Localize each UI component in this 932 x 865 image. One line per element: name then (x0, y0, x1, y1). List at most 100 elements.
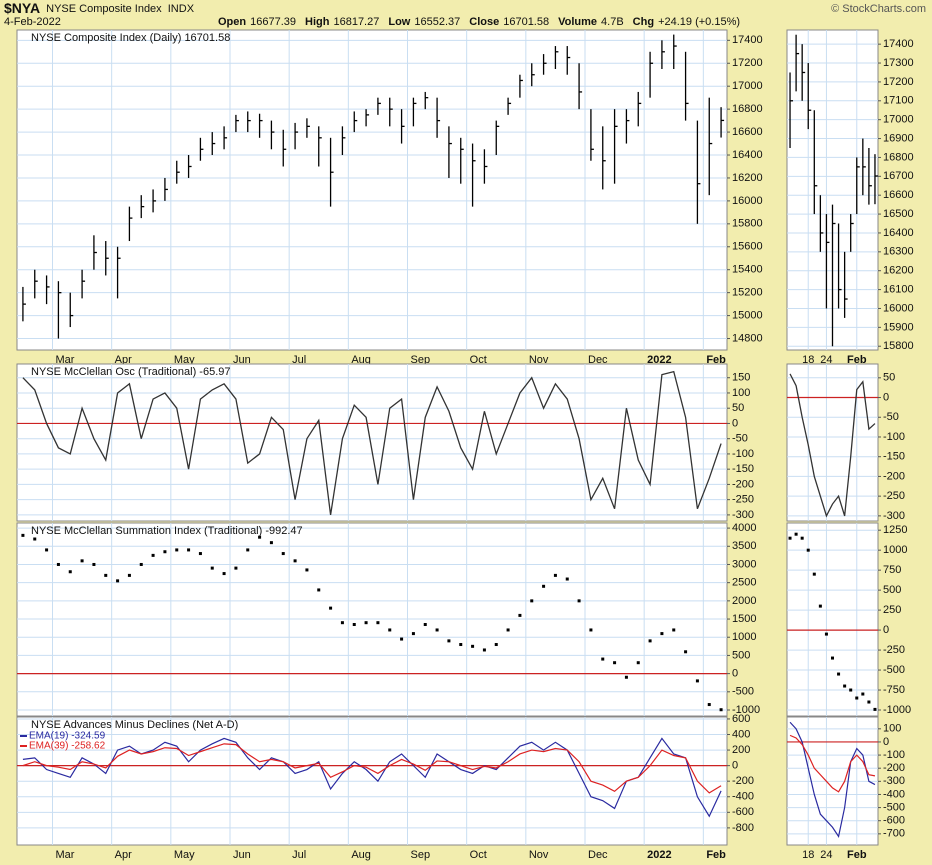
dot (672, 628, 676, 632)
dot (577, 599, 581, 603)
y-tick-label: -250 (883, 490, 905, 502)
dot (613, 661, 617, 665)
dot (127, 573, 131, 577)
dot (447, 639, 451, 643)
y-tick-label: 3000 (732, 558, 756, 570)
stat-label: Chg (633, 16, 654, 28)
y-tick-label: 14800 (732, 332, 763, 344)
y-tick-label: -200 (883, 470, 905, 482)
dot (565, 577, 569, 581)
stat-value: 16677.39 (250, 16, 296, 28)
y-tick-label: -200 (732, 478, 754, 490)
index-name: NYSE Composite Index (46, 3, 162, 15)
dot (788, 536, 792, 540)
y-tick-label: 16200 (883, 265, 914, 277)
dot (21, 533, 25, 537)
dot (116, 579, 120, 583)
panel-title: NYSE Composite Index (Daily) 16701.58 (31, 32, 230, 44)
y-tick-label: -500 (732, 686, 754, 698)
x-tick-label: Aug (351, 849, 371, 861)
y-tick-label: -700 (883, 828, 905, 840)
y-tick-label: 400 (732, 728, 750, 740)
y-tick-label: 17200 (732, 57, 763, 69)
y-tick-label: 17400 (883, 38, 914, 50)
header-date: 4-Feb-2022 (4, 16, 61, 28)
y-tick-label: 16000 (883, 302, 914, 314)
x-tick-label: Mar (56, 849, 75, 861)
dot (695, 679, 699, 683)
dot (506, 628, 510, 632)
x-tick-label: Dec (588, 849, 608, 861)
dot (843, 684, 847, 688)
panel (786, 522, 879, 717)
y-tick-label: 16300 (883, 246, 914, 258)
y-tick-label: -600 (883, 815, 905, 827)
dot (376, 621, 380, 625)
header-stats: Open 16677.39 High 16817.27 Low 16552.37 Close… (218, 16, 740, 28)
x-tick-label: Feb (847, 354, 867, 366)
x-tick-label: Jun (233, 354, 251, 366)
y-tick-label: -300 (883, 775, 905, 787)
y-tick-label: 15900 (883, 321, 914, 333)
y-tick-label: -300 (883, 510, 905, 522)
x-tick-label: Oct (470, 849, 487, 861)
dot (601, 657, 605, 661)
x-tick-label: Jul (292, 354, 306, 366)
dot (45, 548, 49, 552)
y-tick-label: 250 (883, 604, 901, 616)
x-tick-label: 2022 (647, 849, 671, 861)
dot (861, 692, 865, 696)
y-tick-label: -100 (883, 431, 905, 443)
x-tick-label: Nov (529, 354, 549, 366)
dot (340, 621, 344, 625)
y-tick-label: -200 (883, 762, 905, 774)
y-tick-label: -600 (732, 806, 754, 818)
stat-label: Volume (558, 16, 597, 28)
plot-area (787, 717, 878, 845)
indicator-line (22, 370, 722, 516)
y-tick-label: -750 (883, 684, 905, 696)
y-tick-label: 16600 (732, 126, 763, 138)
y-tick-label: 17000 (883, 114, 914, 126)
dot (818, 604, 822, 608)
indicator-line (789, 373, 876, 518)
dot (831, 656, 834, 660)
x-tick-label: Jun (233, 849, 251, 861)
dot (553, 573, 557, 577)
dot (873, 707, 877, 711)
dot (423, 623, 427, 627)
y-tick-label: 17200 (883, 76, 914, 88)
y-tick-label: 0 (732, 417, 738, 429)
y-tick-label: 15000 (732, 309, 763, 321)
y-tick-label: -1000 (883, 704, 911, 716)
y-tick-label: 15800 (883, 340, 914, 352)
x-tick-label: 18 (802, 354, 814, 366)
x-tick-label: Nov (529, 849, 549, 861)
dot (684, 650, 688, 654)
x-tick-label: Mar (56, 354, 75, 366)
x-tick-label: 24 (820, 849, 832, 861)
y-tick-label: 50 (732, 402, 744, 414)
dot (329, 606, 333, 610)
y-tick-label: 600 (732, 713, 750, 725)
stat-value: 16552.37 (414, 16, 460, 28)
dot (400, 637, 404, 641)
y-tick-label: 0 (883, 391, 889, 403)
y-tick-label: 2000 (732, 595, 756, 607)
y-tick-label: 15600 (732, 241, 763, 253)
y-tick-label: 16200 (732, 172, 763, 184)
x-tick-label: Feb (706, 354, 726, 366)
y-tick-label: -250 (732, 494, 754, 506)
y-tick-label: 150 (732, 372, 750, 384)
dot (800, 536, 804, 540)
ema-line (22, 743, 722, 794)
plot-area (787, 364, 878, 521)
y-tick-label: -200 (732, 775, 754, 787)
dot (812, 572, 816, 576)
y-tick-label: 3500 (732, 540, 756, 552)
panel-title: NYSE Advances Minus Declines (Net A-D) (31, 719, 238, 731)
y-tick-label: 1000 (883, 544, 907, 556)
y-tick-label: 15200 (732, 287, 763, 299)
dot (849, 688, 853, 692)
y-tick-label: 16800 (732, 103, 763, 115)
